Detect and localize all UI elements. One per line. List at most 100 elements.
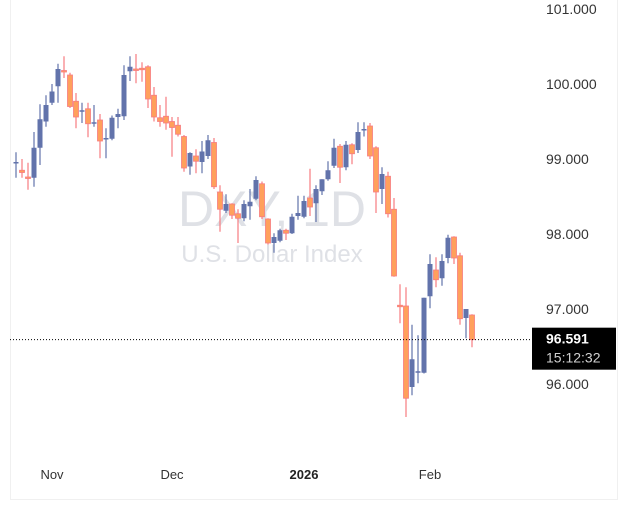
candle	[223, 194, 229, 213]
candle-body	[397, 304, 403, 308]
candle-body	[445, 237, 451, 258]
candle	[433, 257, 439, 288]
candle-body	[355, 132, 361, 150]
candle	[187, 152, 193, 175]
candle	[217, 185, 223, 232]
candle	[247, 189, 253, 220]
candle-body	[37, 119, 43, 148]
candle	[283, 228, 289, 240]
candle	[235, 209, 241, 243]
x-axis: Nov Dec 2026 Feb	[40, 467, 441, 482]
candle	[85, 102, 91, 138]
candle-body	[193, 155, 199, 162]
candle-body	[409, 359, 415, 387]
candle-body	[433, 269, 439, 281]
candle	[289, 213, 295, 234]
candle-body	[337, 145, 343, 168]
y-tick-label: 99.000	[546, 151, 589, 167]
candle-body	[175, 124, 181, 135]
countdown-timer: 15:12:32	[546, 350, 601, 366]
candle-body	[13, 162, 19, 164]
candle-body	[139, 67, 145, 71]
candle	[253, 176, 259, 201]
candle	[415, 335, 421, 384]
candle	[193, 149, 199, 174]
candle-body	[97, 119, 103, 142]
x-tick-label: Dec	[160, 467, 184, 482]
candle-body	[217, 191, 223, 210]
candle-body	[103, 138, 109, 140]
candle-body	[427, 264, 433, 297]
candle-body	[181, 136, 187, 169]
candle-body	[457, 255, 463, 320]
candle-body	[241, 204, 247, 219]
candle	[127, 56, 133, 81]
candle-body	[235, 213, 241, 219]
candle	[295, 195, 301, 220]
candle	[109, 115, 115, 141]
y-tick-label: 98.000	[546, 226, 589, 242]
candle-body	[19, 169, 25, 173]
candle	[181, 135, 187, 172]
candle	[463, 309, 469, 339]
candle-body	[271, 237, 277, 243]
candle	[265, 218, 271, 245]
candle-body	[25, 176, 31, 179]
candle	[121, 65, 127, 120]
candle-body	[91, 122, 97, 124]
candle-body	[223, 204, 229, 211]
candle-body	[295, 213, 301, 216]
candle	[343, 141, 349, 171]
candle-body	[151, 94, 157, 118]
candle	[25, 162, 31, 190]
candle	[157, 105, 163, 127]
candle-body	[157, 117, 163, 122]
chart-frame	[10, 0, 618, 500]
candle	[421, 297, 427, 374]
candle-body	[253, 180, 259, 199]
candle-body	[31, 147, 37, 178]
candle-body	[319, 179, 325, 192]
candle-body	[205, 140, 211, 156]
last-price-label: 96.591 15:12:32	[532, 327, 616, 370]
candle-body	[361, 129, 367, 131]
candle	[139, 62, 145, 82]
candle	[37, 104, 43, 165]
candle-body	[61, 70, 67, 73]
candle-body	[463, 309, 469, 318]
candle	[97, 114, 103, 159]
candle-body	[349, 144, 355, 155]
candle	[103, 128, 109, 159]
candle	[409, 324, 415, 396]
candle-body	[115, 114, 121, 117]
candle	[427, 254, 433, 309]
candle-body	[163, 115, 169, 124]
candle-body	[247, 201, 253, 207]
candle	[115, 108, 121, 129]
candle	[229, 203, 235, 219]
candle	[349, 143, 355, 165]
candle-body	[121, 75, 127, 117]
candle-body	[451, 236, 457, 259]
candle	[391, 198, 397, 277]
candle	[67, 72, 73, 108]
candle-body	[73, 100, 79, 118]
candle-body	[403, 305, 409, 399]
candle-body	[469, 314, 475, 341]
candle-body	[289, 216, 295, 234]
candles	[13, 54, 475, 417]
candle-body	[325, 170, 331, 180]
candle-body	[85, 108, 91, 125]
candle	[325, 161, 331, 181]
candle-body	[43, 105, 49, 122]
candle	[73, 93, 79, 129]
candle-body	[301, 201, 307, 217]
candle	[31, 132, 37, 187]
y-tick-label: 100.000	[546, 76, 597, 92]
y-tick-label: 97.000	[546, 301, 589, 317]
candle	[367, 123, 373, 159]
candle	[271, 233, 277, 253]
candle-body	[211, 142, 217, 188]
candle-body	[55, 69, 61, 87]
